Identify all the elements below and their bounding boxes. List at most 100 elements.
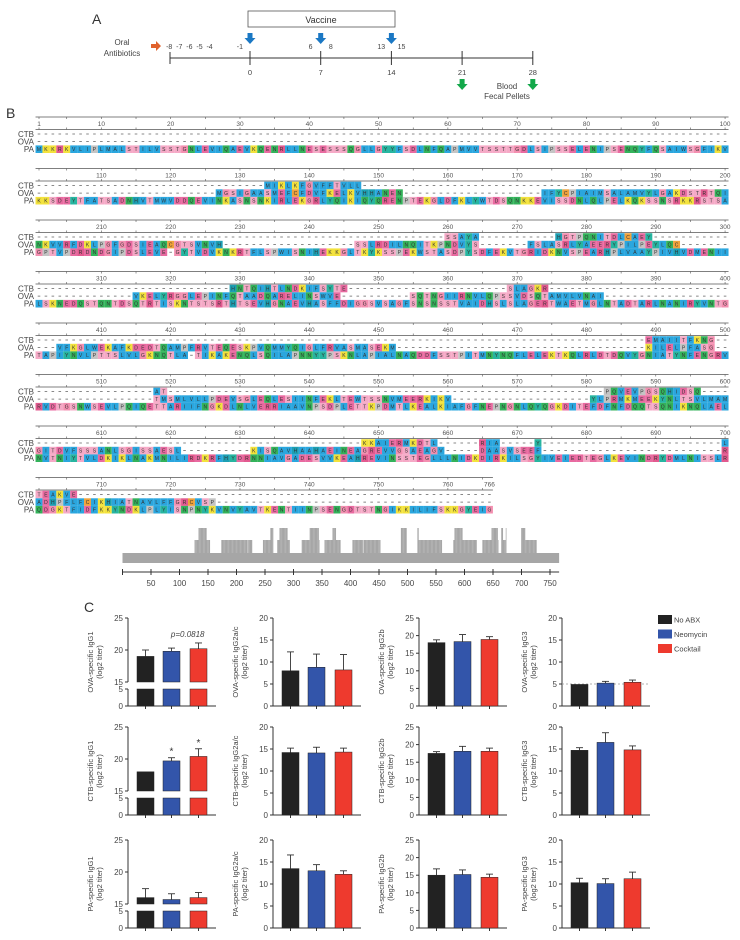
residue-cell <box>160 387 168 396</box>
residue-cell <box>208 145 216 153</box>
residue-cell <box>187 454 195 462</box>
residue-cell <box>139 454 147 462</box>
ruler-number: 380 <box>581 276 592 283</box>
residue-cell <box>132 505 140 514</box>
coverage-spike <box>288 540 290 553</box>
residue-cell <box>305 145 313 153</box>
residue-cell <box>680 196 687 205</box>
residue-cell <box>42 145 50 153</box>
residue-cell <box>506 248 514 256</box>
residue-cell <box>222 454 230 462</box>
residue-cell <box>388 439 396 447</box>
bar <box>570 882 589 929</box>
residue-cell <box>153 240 161 249</box>
bar <box>596 682 615 707</box>
residue-cell <box>194 248 202 256</box>
residue-cell <box>451 454 459 462</box>
coverage-axis-label: 100 <box>173 579 187 588</box>
residue-cell <box>187 299 195 308</box>
residue-cell <box>520 299 528 308</box>
y-tick-label: 20 <box>548 614 557 623</box>
residue-cell <box>714 196 722 205</box>
residue-cell <box>499 196 507 205</box>
residue-cell <box>673 454 681 462</box>
residue-cell <box>707 343 715 352</box>
residue-cell <box>90 145 98 153</box>
residue-cell <box>153 498 161 506</box>
residue-cell <box>222 351 230 359</box>
residue-cell <box>354 240 362 249</box>
coverage-spike <box>527 540 529 553</box>
residue-cell <box>333 145 341 153</box>
residue-cell <box>499 292 507 300</box>
coverage-axis-label: 400 <box>344 579 358 588</box>
residue-cell <box>631 240 639 249</box>
coverage-spike <box>482 540 484 553</box>
coverage-spike <box>227 540 228 553</box>
residue-cell <box>160 402 168 411</box>
residue-cell <box>589 145 597 153</box>
coverage-spike <box>280 528 281 553</box>
residue-cell <box>291 351 299 359</box>
residue-cell <box>534 454 542 462</box>
residue-cell <box>361 189 369 197</box>
residue-cell <box>395 351 403 359</box>
coverage-spike <box>432 540 433 553</box>
residue-cell <box>63 248 71 256</box>
residue-cell <box>139 343 147 352</box>
coverage-axis-label: 450 <box>372 579 386 588</box>
residue-cell <box>305 181 313 190</box>
coverage-spike <box>427 540 429 553</box>
residue-cell <box>125 351 133 359</box>
residue-cell <box>35 498 43 506</box>
coverage-spike <box>417 528 419 553</box>
residue-cell <box>548 196 556 205</box>
bar <box>189 910 208 929</box>
residue-cell <box>714 248 722 256</box>
coverage-spike <box>224 540 225 553</box>
coverage-spike <box>239 540 240 553</box>
residue-cell <box>472 233 480 241</box>
residue-cell <box>680 145 687 153</box>
residue-cell <box>721 402 729 411</box>
residue-cell <box>153 395 161 403</box>
residue-cell <box>111 248 119 256</box>
residue-cell <box>271 454 279 462</box>
sequence-segment-ova: NKVVRFDKLPGFGDSIEAQCGTSVNVH <box>37 242 221 248</box>
coverage-spike <box>526 540 527 553</box>
residue-cell <box>250 292 258 300</box>
residue-cell <box>243 454 251 462</box>
residue-cell <box>458 351 466 359</box>
residue-cell <box>167 240 175 249</box>
residue-cell <box>160 343 168 352</box>
residue-cell <box>291 181 299 190</box>
residue-cell <box>298 299 306 308</box>
residue-cell <box>409 240 417 249</box>
residue-cell <box>361 145 369 153</box>
residue-cell <box>562 248 570 256</box>
coverage-spike <box>370 540 371 553</box>
coverage-spike <box>417 528 419 553</box>
bar <box>136 897 155 905</box>
residue-cell <box>56 446 64 455</box>
coverage-spike <box>490 540 492 553</box>
coverage-spike <box>333 528 335 553</box>
coverage-spike <box>355 540 357 553</box>
residue-cell <box>222 196 230 205</box>
y-tick-label: 20 <box>114 868 123 877</box>
y-tick-label: 0 <box>553 924 558 933</box>
residue-cell <box>104 454 112 462</box>
residue-cell <box>298 292 306 300</box>
residue-cell <box>42 446 50 455</box>
residue-cell <box>312 196 320 205</box>
residue-cell <box>409 505 417 514</box>
y-tick-label: 15 <box>405 871 414 880</box>
coverage-spike <box>501 528 502 553</box>
residue-cell <box>285 351 292 359</box>
residue-cell <box>222 343 230 352</box>
ruler-number: 650 <box>373 430 384 437</box>
residue-cell <box>700 402 708 411</box>
residue-cell <box>569 233 577 241</box>
residue-cell <box>153 145 161 153</box>
coverage-spike <box>285 528 287 553</box>
